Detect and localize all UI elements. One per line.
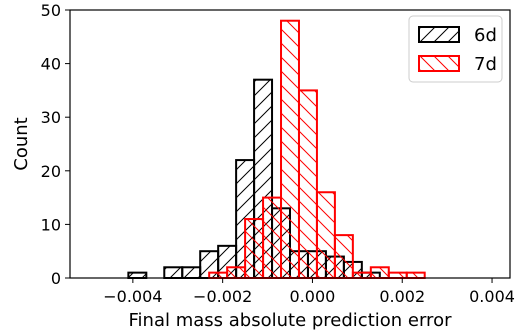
bar-7d-7 (244, 218, 265, 279)
bar-6d-5 (181, 266, 202, 279)
series-7d-bars (208, 19, 426, 280)
plot-frame (69, 9, 511, 279)
bar-7d-6 (226, 266, 247, 279)
legend-swatch-7d (418, 55, 460, 72)
bar-7d-16 (405, 271, 426, 280)
y-tick-label: 40 (41, 55, 61, 74)
bar-7d-13 (351, 271, 372, 280)
bar-7d-12 (333, 234, 354, 279)
y-axis-ticks: 0 10 20 30 40 50 (41, 1, 70, 288)
y-tick-label: 10 (41, 215, 61, 234)
y-tick-label: 50 (41, 1, 61, 20)
bar-7d-15 (387, 271, 408, 280)
x-axis-title: Final mass absolute prediction error (129, 310, 453, 331)
y-tick-label: 30 (41, 108, 61, 127)
bar-7d-5 (208, 271, 229, 280)
legend-label-7d: 7d (474, 54, 497, 75)
bar-7d-10 (297, 89, 318, 280)
legend: 6d 7d (408, 15, 503, 83)
x-tick-label: −0.002 (193, 287, 252, 306)
x-tick-label: 0.002 (379, 287, 425, 306)
legend-label-6d: 6d (474, 25, 497, 46)
x-tick-label: −0.004 (103, 287, 162, 306)
bar-6d-4 (163, 266, 184, 279)
y-tick-label: 20 (41, 162, 61, 181)
legend-swatch-6d (418, 26, 460, 43)
y-tick-label: 0 (51, 269, 61, 288)
y-axis-title: Count (11, 117, 32, 170)
x-tick-label: 0.004 (469, 287, 515, 306)
bar-7d-9 (280, 19, 300, 279)
x-axis-ticks: −0.004 −0.002 0.000 0.002 0.004 (103, 278, 515, 306)
x-tick-label: 0.000 (290, 287, 336, 306)
bar-7d-14 (369, 266, 390, 279)
bar-7d-11 (315, 191, 336, 280)
bar-6d-2 (127, 271, 148, 280)
bar-7d-8 (262, 196, 283, 280)
